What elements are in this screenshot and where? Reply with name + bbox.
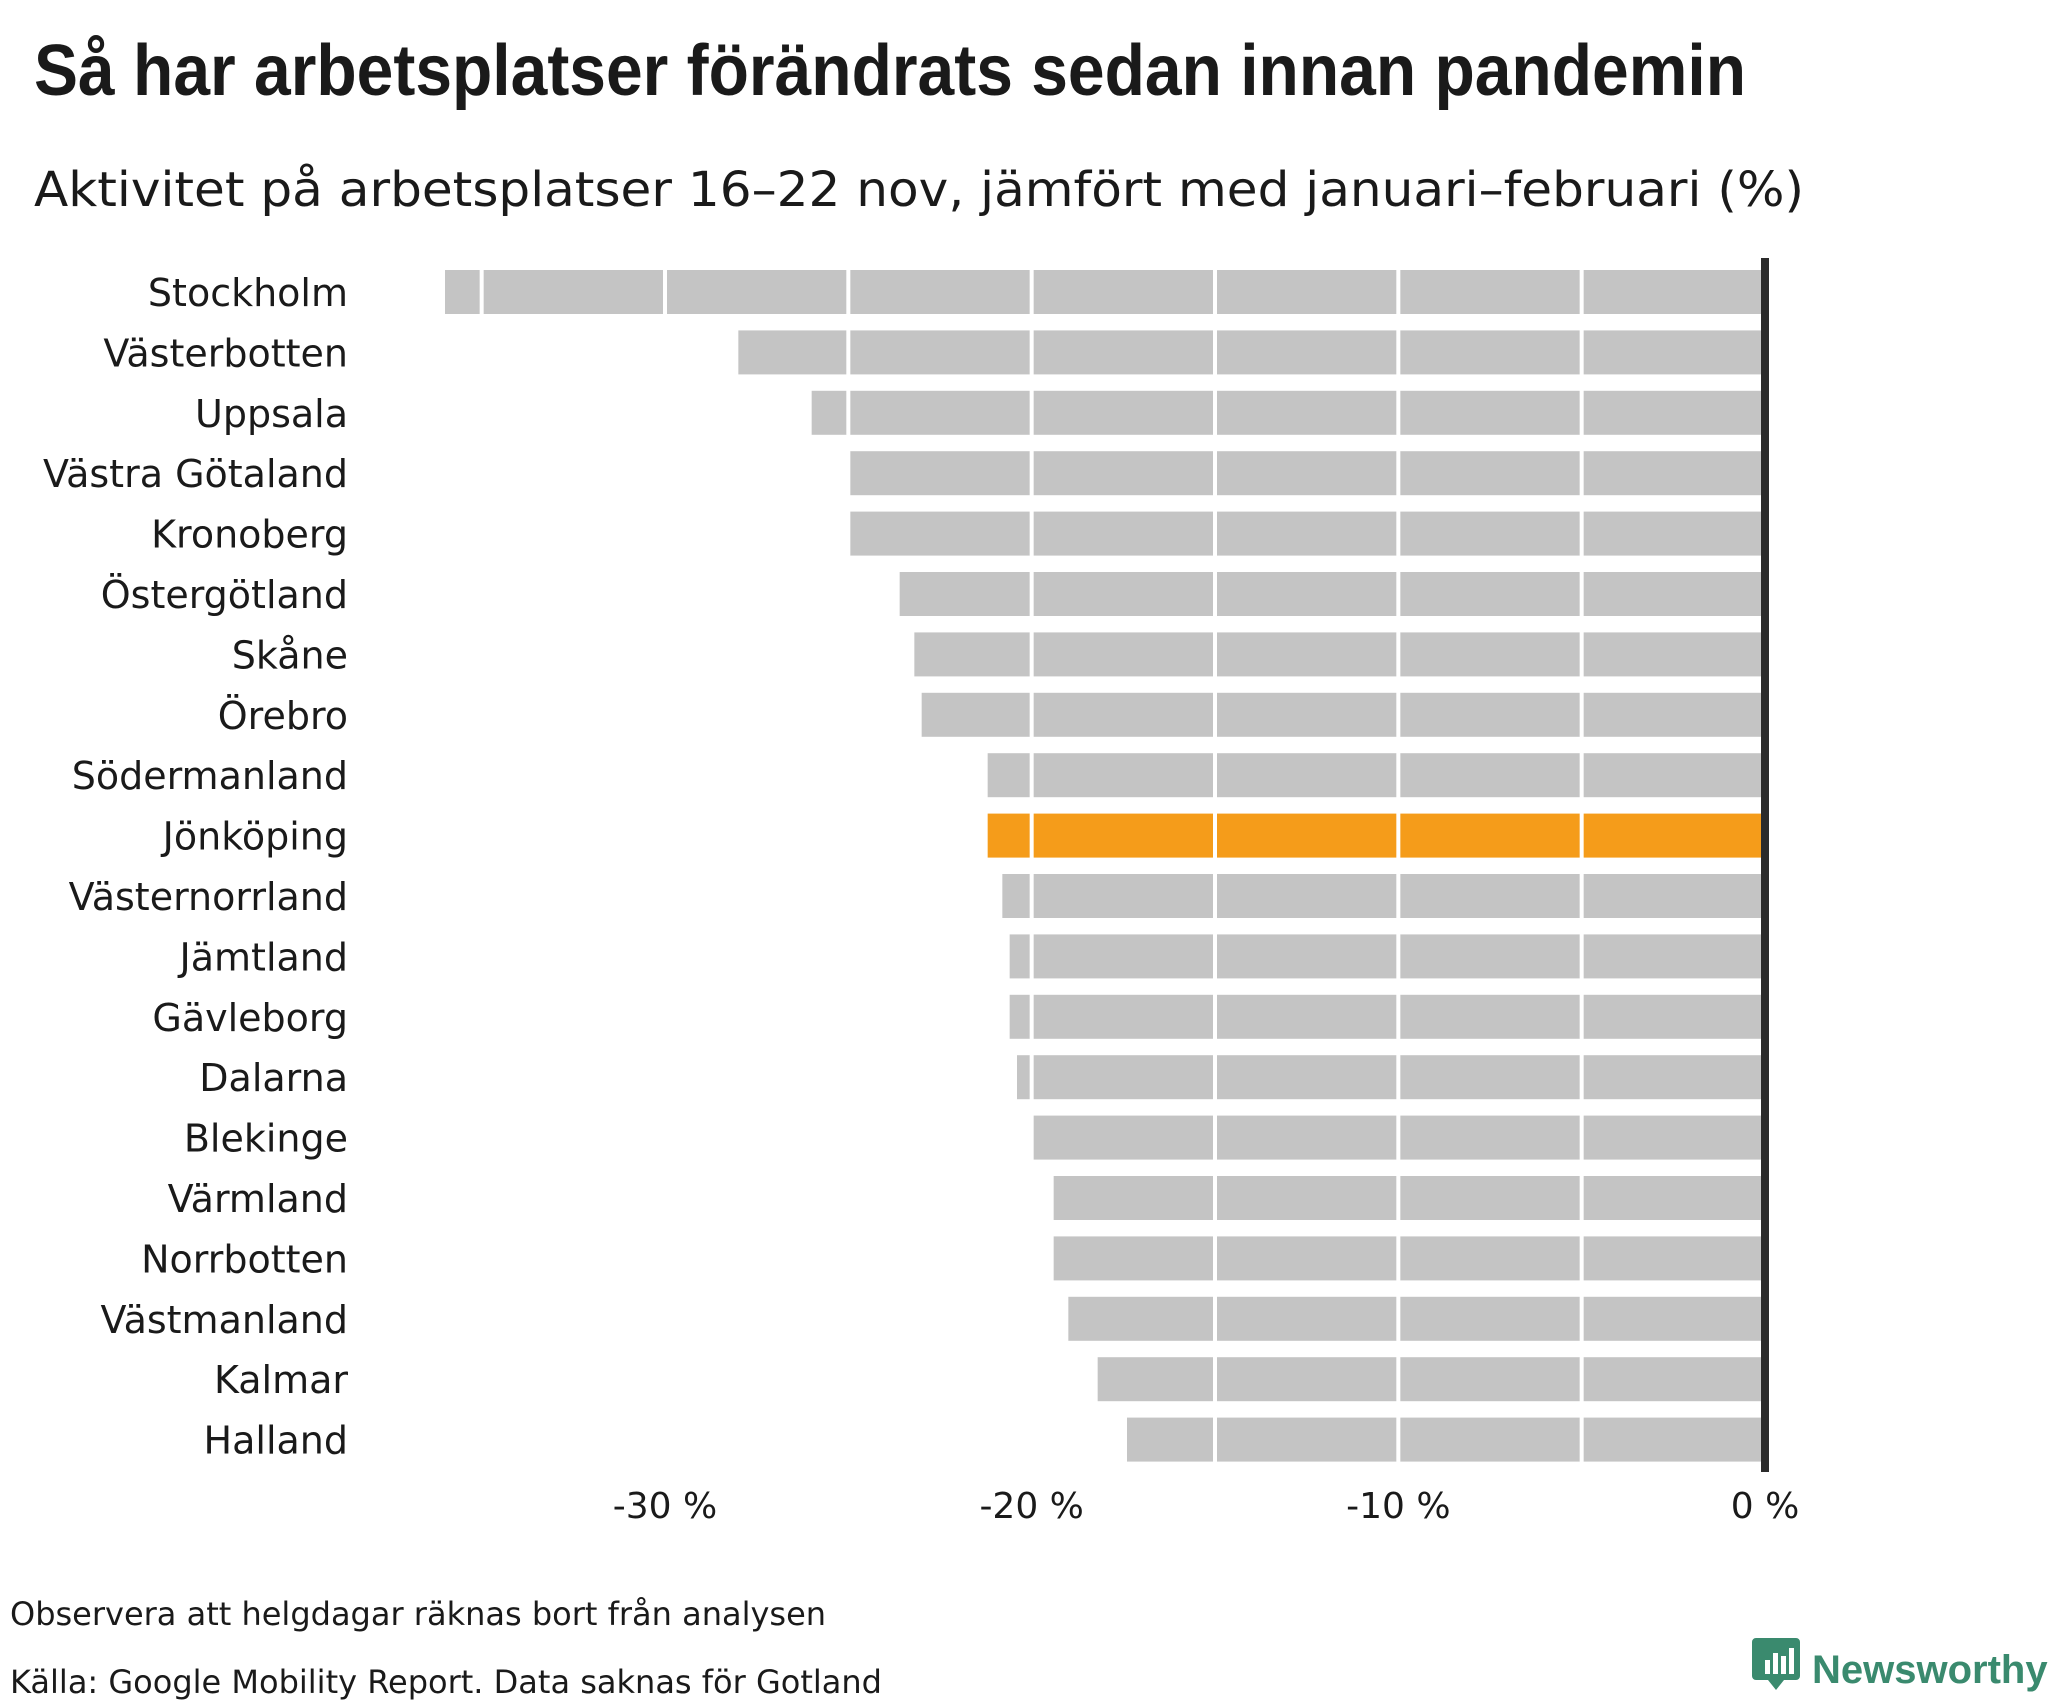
brand-name: Newsworthy xyxy=(1812,1648,2048,1692)
bar-halland xyxy=(1127,1417,1765,1462)
category-label: Norrbotten xyxy=(141,1237,348,1281)
bar-dalarna xyxy=(1017,1055,1765,1100)
gridlines-group xyxy=(479,264,1584,1468)
chart-title: Så har arbetsplatser förändrats sedan in… xyxy=(34,31,1746,111)
bar-kronoberg xyxy=(848,511,1765,556)
category-label: Östergötland xyxy=(101,573,348,617)
x-tick-label: -30 % xyxy=(613,1486,717,1527)
category-label: Södermanland xyxy=(72,754,348,798)
bar-södermanland xyxy=(987,753,1765,798)
bars-group xyxy=(445,270,1766,1462)
bar-skåne xyxy=(914,632,1765,677)
bar-västernorrland xyxy=(1002,874,1765,918)
category-label: Halland xyxy=(204,1419,348,1463)
bar-jönköping xyxy=(987,813,1765,858)
category-label: Uppsala xyxy=(195,392,348,436)
category-label: Västerbotten xyxy=(103,331,348,375)
category-label: Stockholm xyxy=(148,271,348,315)
footer-source: Källa: Google Mobility Report. Data sakn… xyxy=(10,1663,882,1700)
bar-östergötland xyxy=(899,572,1765,616)
bar-västra-götaland xyxy=(848,451,1765,496)
bar-chart-bubble-icon xyxy=(1752,1638,1800,1690)
category-label: Västmanland xyxy=(101,1298,348,1342)
bar-uppsala xyxy=(811,390,1765,435)
bar-jämtland xyxy=(1009,934,1765,979)
bar-värmland xyxy=(1053,1176,1765,1220)
x-tick-label: -20 % xyxy=(979,1486,1083,1527)
category-label: Blekinge xyxy=(184,1117,348,1161)
tick-labels-group: -30 % -20 % -10 % 0 % xyxy=(613,1486,1800,1527)
category-label: Jönköping xyxy=(161,815,348,859)
bar-kalmar xyxy=(1097,1357,1765,1402)
category-label: Örebro xyxy=(218,694,348,738)
x-tick-label: -10 % xyxy=(1346,1486,1450,1527)
footer-note: Observera att helgdagar räknas bort från… xyxy=(10,1595,826,1633)
category-label: Kalmar xyxy=(214,1358,348,1402)
bar-västmanland xyxy=(1068,1296,1765,1341)
category-label: Gävleborg xyxy=(152,996,348,1040)
bar-örebro xyxy=(921,692,1765,737)
bar-gävleborg xyxy=(1009,994,1765,1039)
category-label: Västra Götaland xyxy=(43,452,348,496)
category-label: Dalarna xyxy=(199,1056,348,1100)
bar-norrbotten xyxy=(1053,1236,1765,1281)
x-tick-label: 0 % xyxy=(1731,1486,1800,1527)
category-label: Skåne xyxy=(232,633,348,677)
bar-västerbotten xyxy=(738,330,1766,375)
chart-subtitle: Aktivitet på arbetsplatser 16–22 nov, jä… xyxy=(34,162,1804,218)
category-label: Västernorrland xyxy=(69,875,348,919)
category-label: Jämtland xyxy=(178,935,348,979)
category-label: Värmland xyxy=(168,1177,348,1221)
bar-stockholm xyxy=(445,270,1765,314)
category-label: Kronoberg xyxy=(151,513,348,557)
category-labels-group: Stockholm Västerbotten Uppsala Västra Götal… xyxy=(43,271,348,1463)
